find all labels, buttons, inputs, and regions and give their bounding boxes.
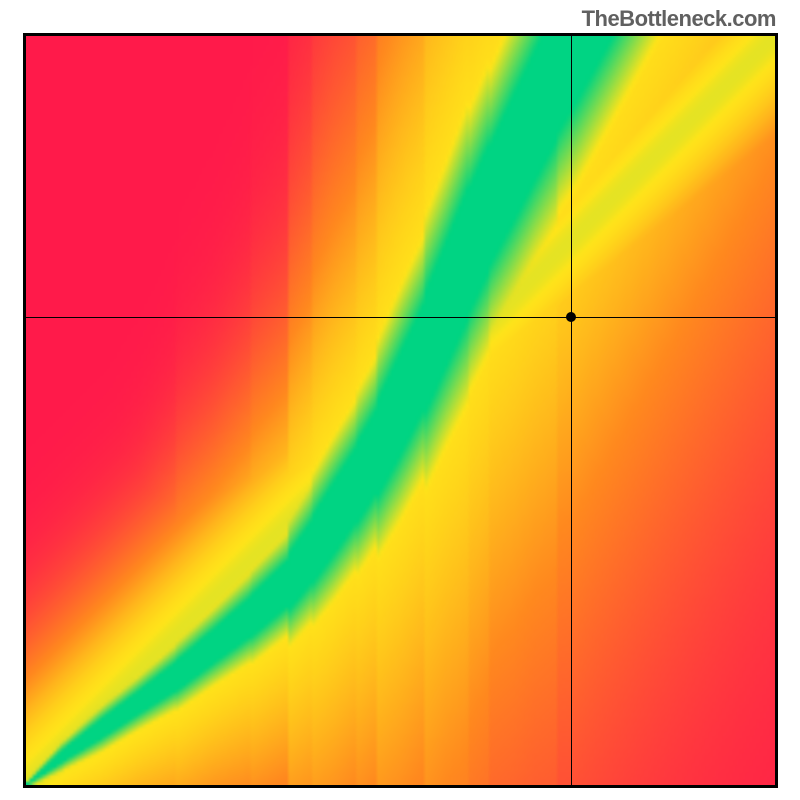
plot-border xyxy=(23,33,778,788)
chart-container: TheBottleneck.com xyxy=(0,0,800,800)
attribution-text: TheBottleneck.com xyxy=(582,6,776,32)
